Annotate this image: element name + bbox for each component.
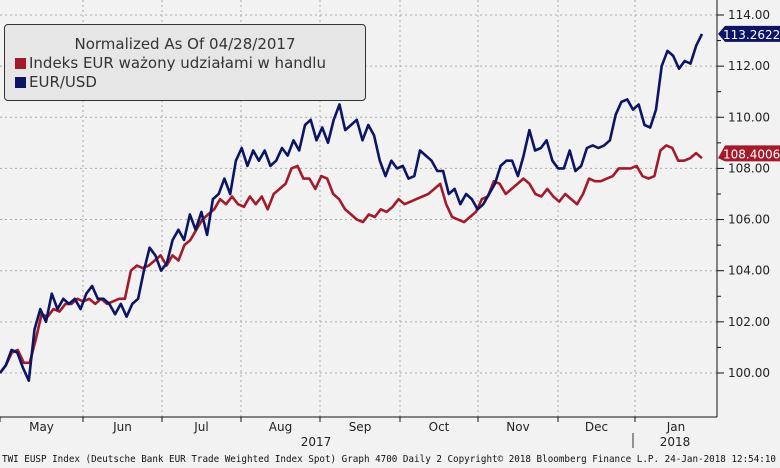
y-tick-label: 102.00 bbox=[728, 315, 770, 329]
y-axis: 100.00 102.00 104.00 106.00 108.00 110.00 112.… bbox=[716, 0, 780, 417]
x-tick-label: Jul bbox=[193, 420, 208, 434]
series-lines bbox=[0, 33, 704, 383]
legend-label: Indeks EUR ważony udziałami w handlu bbox=[29, 54, 326, 72]
x-tick-label: Nov bbox=[506, 420, 529, 434]
eurusd-line bbox=[0, 33, 704, 383]
footer-text: TWI EUSP Index (Deutsche Bank EUR Trade … bbox=[2, 454, 776, 465]
legend: Normalized As Of 04/28/2017 Indeks EUR w… bbox=[4, 24, 366, 101]
y-tick-label: 104.00 bbox=[728, 264, 770, 278]
legend-title: Normalized As Of 04/28/2017 bbox=[74, 35, 296, 53]
last-value-tag bbox=[718, 25, 780, 42]
legend-label: EUR/USD bbox=[29, 73, 97, 91]
x-axis: May Jun Jul Aug Sep Oct Nov Dec Jan 2017 2018 bbox=[0, 416, 717, 449]
x-tick-label: Jan bbox=[666, 420, 686, 434]
year-label: 2017 bbox=[301, 435, 332, 449]
y-tick-label: 106.00 bbox=[728, 213, 770, 227]
twi-index-line bbox=[0, 144, 703, 374]
x-tick-label: May bbox=[29, 420, 54, 434]
legend-item-twi: Indeks EUR ważony udziałami w handlu bbox=[15, 54, 365, 73]
x-tick-label: Sep bbox=[349, 420, 372, 434]
last-value-label: 108.4006 bbox=[723, 147, 780, 161]
legend-item-eurusd: EUR/USD bbox=[15, 73, 365, 92]
y-tick-label: 100.00 bbox=[728, 366, 770, 380]
y-tick-label: 112.00 bbox=[728, 59, 770, 73]
x-tick-label: Dec bbox=[585, 420, 608, 434]
y-tick-label: 114.00 bbox=[728, 8, 770, 22]
year-label: 2018 bbox=[660, 435, 691, 449]
x-tick-label: Aug bbox=[269, 420, 292, 434]
last-value-tag bbox=[718, 145, 780, 162]
x-tick-label: Jun bbox=[112, 420, 132, 434]
x-tick-label: Oct bbox=[429, 420, 450, 434]
legend-swatch-blue bbox=[15, 77, 26, 88]
legend-swatch-red bbox=[15, 58, 26, 69]
y-tick-label: 108.00 bbox=[728, 161, 770, 175]
last-value-label: 113.2622 bbox=[723, 28, 780, 42]
y-tick-label: 110.00 bbox=[728, 110, 770, 124]
